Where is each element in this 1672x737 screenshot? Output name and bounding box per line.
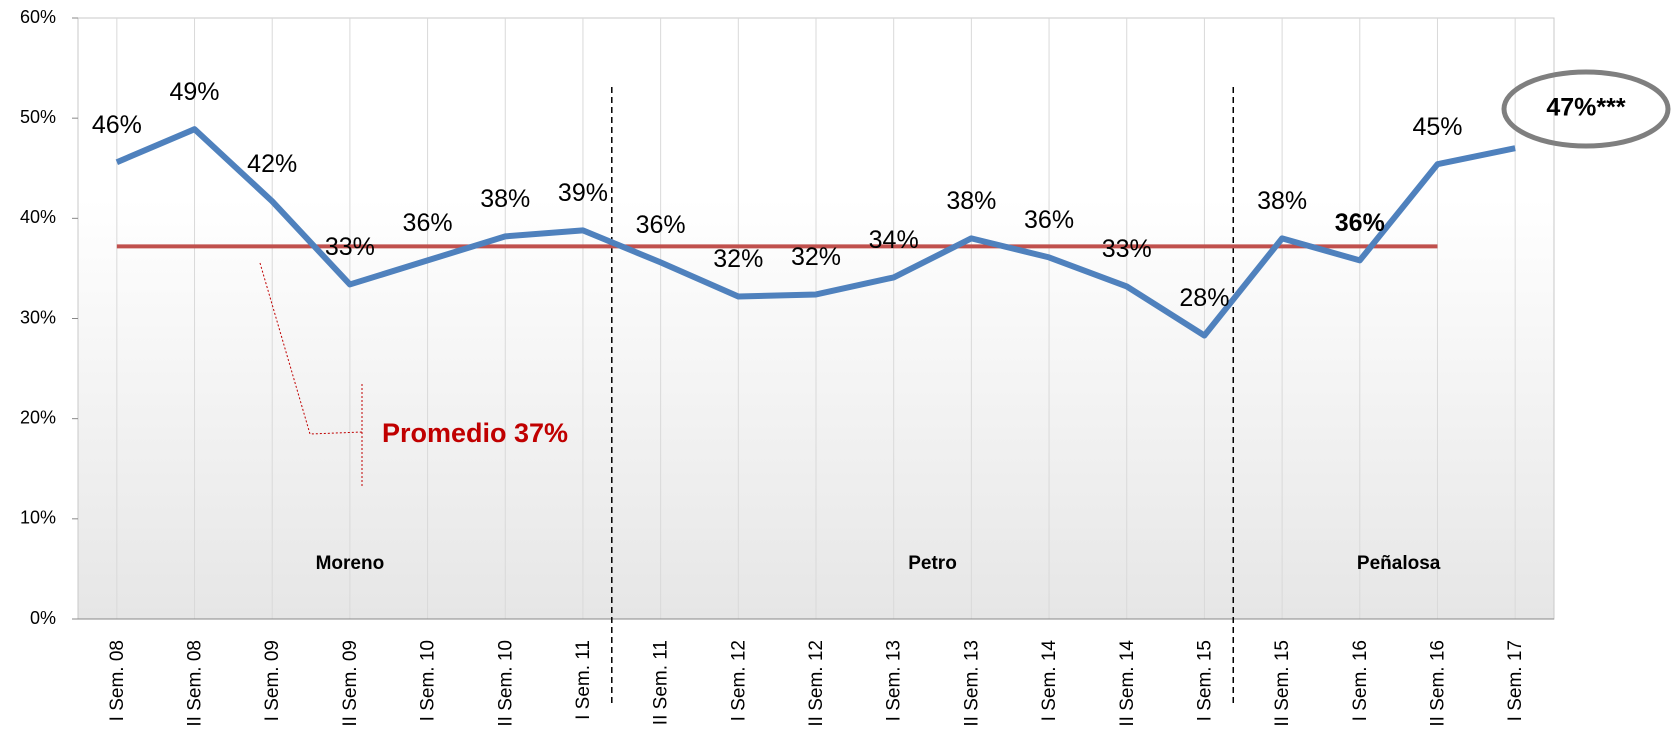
- y-tick-label: 40%: [20, 207, 56, 227]
- average-leader: [259, 262, 363, 486]
- x-tick-label: I Sem. 11: [573, 640, 594, 720]
- value-label: 47%***: [1546, 94, 1625, 122]
- x-tick-label: II Sem. 13: [961, 640, 982, 727]
- value-label: 36%: [1335, 209, 1385, 237]
- x-tick-label: II Sem. 10: [495, 640, 516, 727]
- value-label: 33%: [325, 233, 375, 261]
- value-label: 32%: [713, 245, 763, 273]
- y-tick-label: 10%: [20, 508, 56, 528]
- x-tick-label: I Sem. 10: [418, 640, 439, 721]
- value-label: 38%: [946, 187, 996, 215]
- x-tick-label: I Sem. 08: [107, 640, 128, 721]
- x-tick-label: I Sem. 13: [884, 640, 905, 721]
- x-tick-label: II Sem. 11: [651, 640, 672, 725]
- period-label: Petro: [908, 553, 957, 574]
- x-tick-label: I Sem. 09: [262, 640, 283, 721]
- value-label: 46%: [92, 111, 142, 139]
- value-label: 49%: [170, 78, 220, 106]
- period-label: Peñalosa: [1357, 553, 1441, 574]
- period-label: Moreno: [316, 553, 385, 574]
- x-tick-label: II Sem. 15: [1272, 640, 1293, 727]
- value-label: 36%: [403, 209, 453, 237]
- value-label: 45%: [1412, 113, 1462, 141]
- y-tick-label: 20%: [20, 407, 56, 427]
- value-label: 34%: [869, 226, 919, 254]
- y-tick-label: 30%: [20, 307, 56, 327]
- value-label: 38%: [1257, 187, 1307, 215]
- value-label: 39%: [558, 179, 608, 207]
- value-label: 28%: [1179, 284, 1229, 312]
- value-label: 32%: [791, 243, 841, 271]
- x-tick-label: II Sem. 09: [340, 640, 361, 727]
- x-tick-label: I Sem. 17: [1505, 640, 1526, 721]
- value-label: 33%: [1102, 235, 1152, 263]
- y-tick-label: 0%: [30, 608, 56, 628]
- callout-oval: [1501, 69, 1671, 149]
- series-line: [115, 126, 1516, 339]
- x-tick-label: II Sem. 14: [1117, 640, 1138, 727]
- x-tick-label: II Sem. 08: [185, 640, 206, 727]
- x-tick-label: I Sem. 15: [1194, 640, 1215, 721]
- x-tick-label: II Sem. 16: [1427, 640, 1448, 727]
- value-label: 38%: [480, 185, 530, 213]
- x-tick-label: I Sem. 16: [1350, 640, 1371, 721]
- y-tick-label: 50%: [20, 107, 56, 127]
- x-tick-label: I Sem. 14: [1039, 640, 1060, 722]
- x-tick-label: II Sem. 12: [806, 640, 827, 727]
- value-label: 42%: [247, 150, 297, 178]
- x-tick-label: I Sem. 12: [728, 640, 749, 721]
- value-label: 36%: [1024, 206, 1074, 234]
- value-label: 36%: [636, 211, 686, 239]
- average-label: Promedio 37%: [382, 418, 568, 448]
- y-tick-label: 60%: [20, 7, 56, 27]
